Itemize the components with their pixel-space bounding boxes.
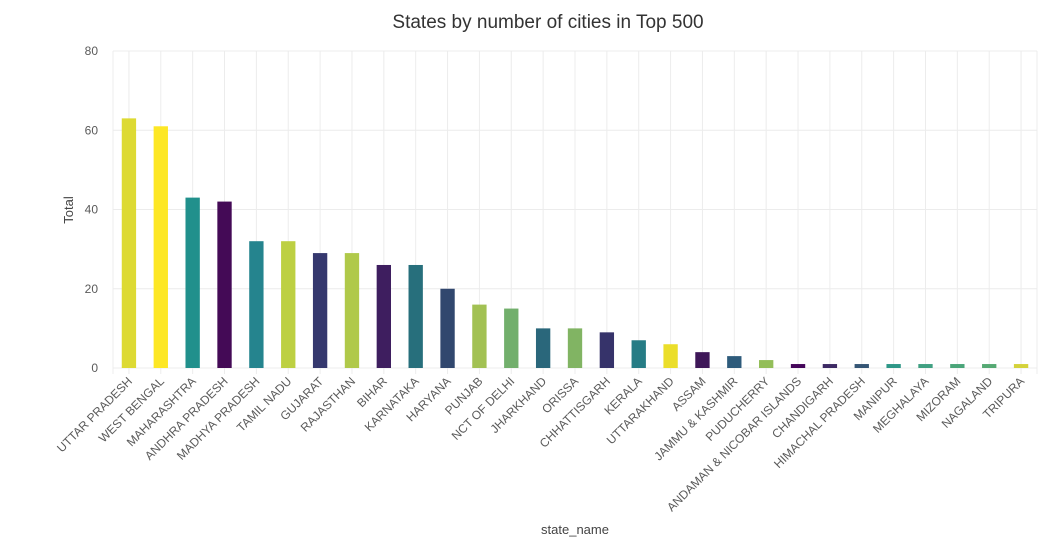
bar-orissa <box>567 328 583 368</box>
bar-manipur <box>886 364 901 368</box>
bar-himachal-pradesh <box>854 364 869 368</box>
bar-meghalaya <box>918 364 933 368</box>
bar-haryana <box>440 288 455 368</box>
bar-chandigarh <box>822 364 838 368</box>
bar-madhya-pradesh <box>249 241 264 368</box>
bar-tripura <box>1013 364 1029 368</box>
y-tick-label: 0 <box>91 361 98 375</box>
x-axis-title: state_name <box>541 522 609 537</box>
bar-tamil-nadu <box>281 241 296 368</box>
bars-layer <box>121 118 1029 368</box>
bar-rajasthan <box>344 253 360 368</box>
y-tick-label: 80 <box>85 44 99 58</box>
bar-uttarakhand <box>663 344 678 368</box>
bar-assam <box>695 352 710 368</box>
bar-kerala <box>631 340 646 368</box>
bar-mizoram <box>950 364 965 368</box>
y-tick-label: 20 <box>85 282 99 296</box>
y-axis-ticks: 0 20 40 60 80 <box>85 44 99 375</box>
bar-jharkhand <box>535 328 551 368</box>
bar-west-bengal <box>153 126 168 368</box>
y-axis-title: Total <box>61 196 76 224</box>
bar-puducherry <box>759 360 774 368</box>
bar-nct-of-delhi <box>504 308 519 368</box>
bar-andhra-pradesh <box>217 201 232 368</box>
bar-nagaland <box>982 364 997 368</box>
bar-jammu-kashmir <box>727 356 742 368</box>
y-tick-label: 40 <box>85 203 99 217</box>
bar-bihar <box>376 264 391 368</box>
chart-title: States by number of cities in Top 500 <box>392 12 703 33</box>
bar-andaman-nicobar-islands <box>790 364 806 368</box>
bar-karnataka <box>408 264 423 368</box>
bar-chhattisgarh <box>599 332 615 368</box>
y-tick-label: 60 <box>85 123 99 137</box>
bar-punjab <box>472 304 487 368</box>
bar-maharashtra <box>185 197 200 368</box>
bar-gujarat <box>312 253 328 368</box>
bar-uttar-pradesh <box>121 118 137 368</box>
